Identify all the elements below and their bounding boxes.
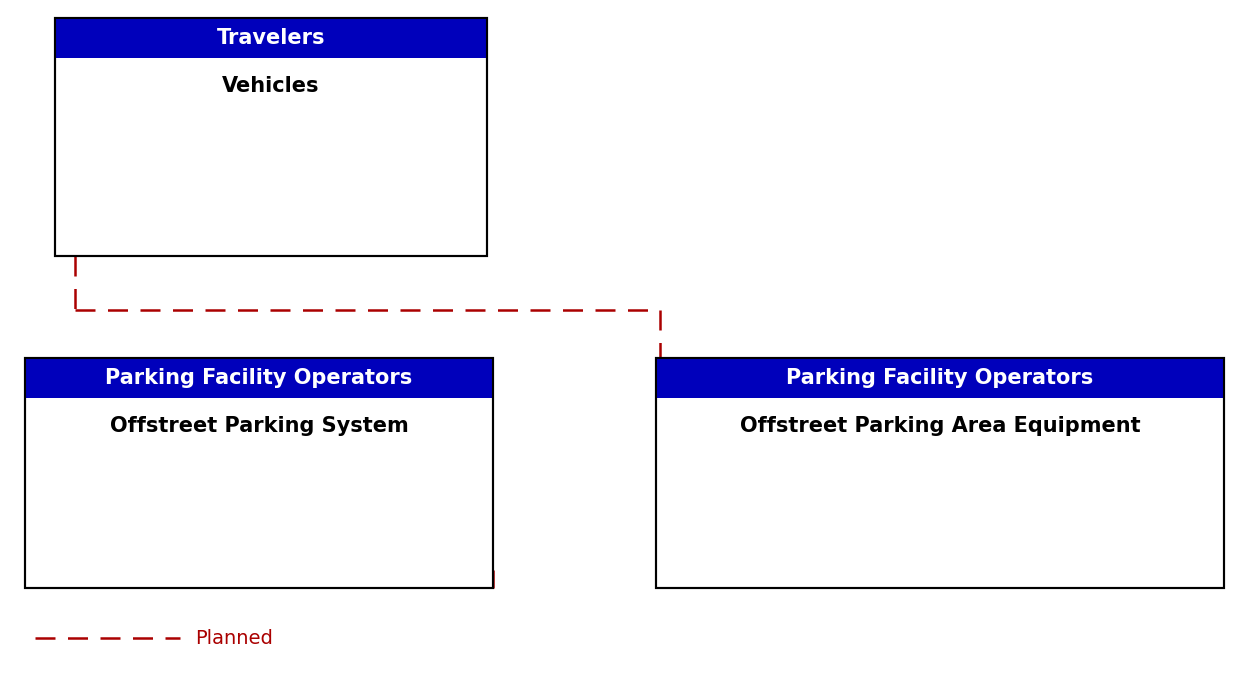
Bar bbox=[55, 18, 487, 256]
Bar bbox=[25, 358, 493, 588]
Text: Parking Facility Operators: Parking Facility Operators bbox=[105, 368, 413, 388]
Text: Planned: Planned bbox=[195, 629, 273, 647]
Text: Travelers: Travelers bbox=[217, 28, 326, 48]
Bar bbox=[656, 358, 1224, 398]
Text: Offstreet Parking System: Offstreet Parking System bbox=[110, 416, 408, 436]
Bar bbox=[55, 18, 487, 58]
Bar bbox=[25, 358, 493, 588]
Text: Parking Facility Operators: Parking Facility Operators bbox=[786, 368, 1094, 388]
Text: Offstreet Parking Area Equipment: Offstreet Parking Area Equipment bbox=[740, 416, 1141, 436]
Bar bbox=[55, 18, 487, 256]
Text: Vehicles: Vehicles bbox=[223, 76, 319, 96]
Bar bbox=[656, 358, 1224, 588]
Bar bbox=[656, 358, 1224, 588]
Bar bbox=[25, 358, 493, 398]
